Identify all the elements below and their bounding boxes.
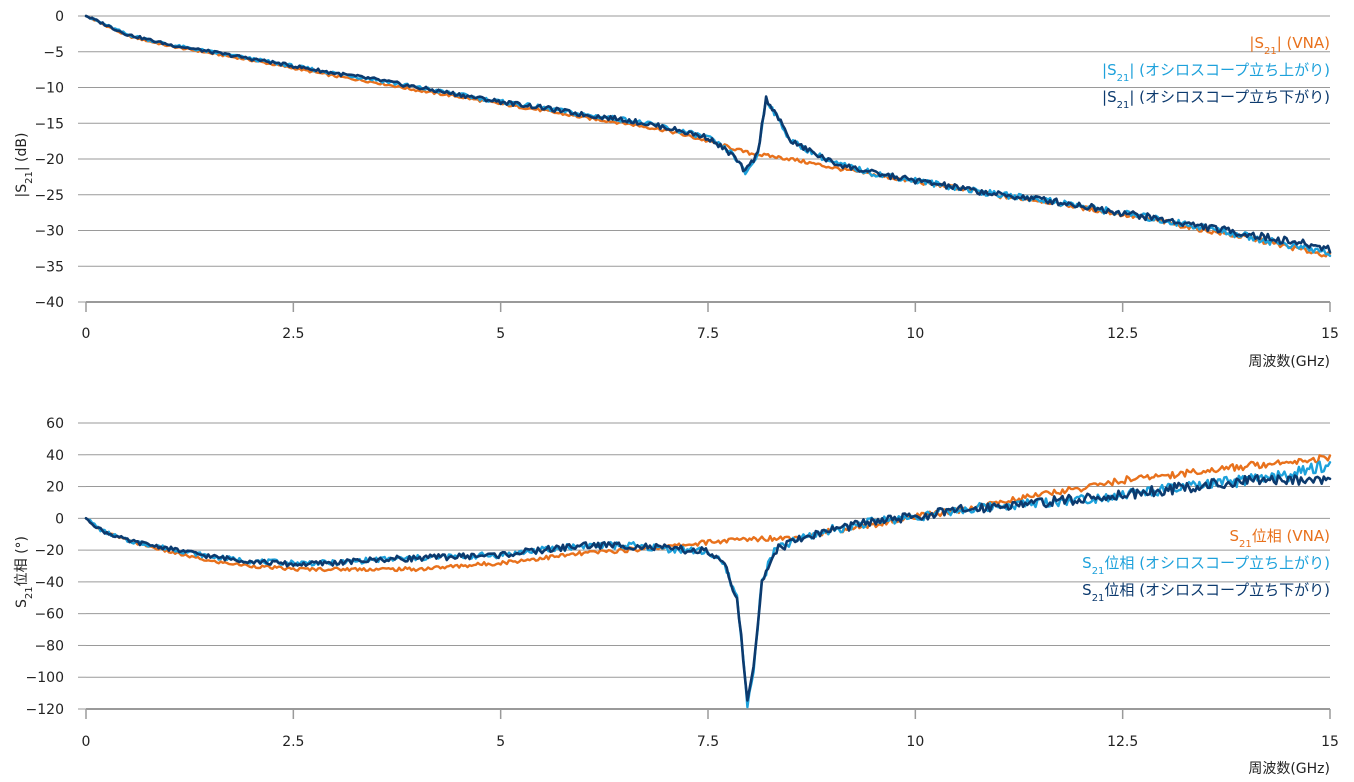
x-tick-label: 12.5 bbox=[1107, 734, 1138, 750]
x-axis-label: 周波数(GHz) bbox=[1248, 761, 1330, 777]
y-tick-label: 0 bbox=[55, 9, 64, 25]
y-tick-label: −80 bbox=[34, 638, 64, 654]
legend-entry-fall: S21位相 (オシロスコープ立ち下がり) bbox=[1082, 581, 1330, 604]
series-line-fall bbox=[84, 474, 1332, 702]
y-tick-label: −25 bbox=[34, 188, 64, 204]
y-tick-label: 40 bbox=[46, 448, 64, 464]
y-tick-label: −20 bbox=[34, 543, 64, 559]
x-tick-label: 2.5 bbox=[282, 326, 304, 342]
y-tick-label: −100 bbox=[26, 670, 64, 686]
x-tick-label: 15 bbox=[1321, 326, 1339, 342]
x-tick-label: 10 bbox=[906, 734, 924, 750]
y-tick-label: 20 bbox=[46, 480, 64, 496]
y-axis-label: S21位相 (°) bbox=[14, 536, 35, 608]
legend-entry-vna: |S21| (VNA) bbox=[1249, 34, 1330, 57]
y-tick-label: 0 bbox=[55, 511, 64, 527]
y-tick-label: −120 bbox=[26, 702, 64, 718]
legend-entry-rise: S21位相 (オシロスコープ立ち上がり) bbox=[1082, 554, 1330, 577]
series-line-fall bbox=[84, 14, 1332, 254]
x-axis-label: 周波数(GHz) bbox=[1248, 354, 1330, 370]
x-tick-label: 7.5 bbox=[697, 326, 719, 342]
y-tick-label: −30 bbox=[34, 224, 64, 240]
x-tick-label: 15 bbox=[1321, 734, 1339, 750]
y-tick-label: −60 bbox=[34, 607, 64, 623]
y-axis-label: |S21| (dB) bbox=[14, 133, 35, 198]
x-tick-label: 12.5 bbox=[1107, 326, 1138, 342]
y-tick-label: −10 bbox=[34, 81, 64, 97]
x-tick-label: 0 bbox=[82, 734, 91, 750]
y-tick-label: 60 bbox=[46, 416, 64, 432]
x-tick-label: 2.5 bbox=[282, 734, 304, 750]
y-tick-label: −15 bbox=[34, 116, 64, 132]
series-line-vna bbox=[84, 454, 1332, 573]
y-tick-label: −35 bbox=[34, 259, 64, 275]
magnitude-chart: 0 −5 −10 −15 −20 −25 −30 −35 −40 0 2.5 5 7.5 10 12.5 15… bbox=[14, 9, 1339, 370]
x-tick-label: 5 bbox=[496, 734, 505, 750]
y-tick-label: −5 bbox=[43, 45, 64, 61]
x-tick-label: 0 bbox=[82, 326, 91, 342]
x-tick-label: 10 bbox=[906, 326, 924, 342]
legend-entry-rise: |S21| (オシロスコープ立ち上がり) bbox=[1102, 61, 1330, 84]
legend-entry-vna: S21位相 (VNA) bbox=[1230, 527, 1330, 550]
legend-entry-fall: |S21| (オシロスコープ立ち下がり) bbox=[1102, 88, 1330, 111]
phase-chart: 60 40 20 0 −20 −40 −60 −80 −100 −120 0 2.5 5 7.5 10 12.… bbox=[14, 416, 1339, 777]
x-tick-label: 5 bbox=[496, 326, 505, 342]
y-tick-label: −20 bbox=[34, 152, 64, 168]
y-tick-label: −40 bbox=[34, 575, 64, 591]
x-tick-label: 7.5 bbox=[697, 734, 719, 750]
y-tick-label: −40 bbox=[34, 295, 64, 311]
